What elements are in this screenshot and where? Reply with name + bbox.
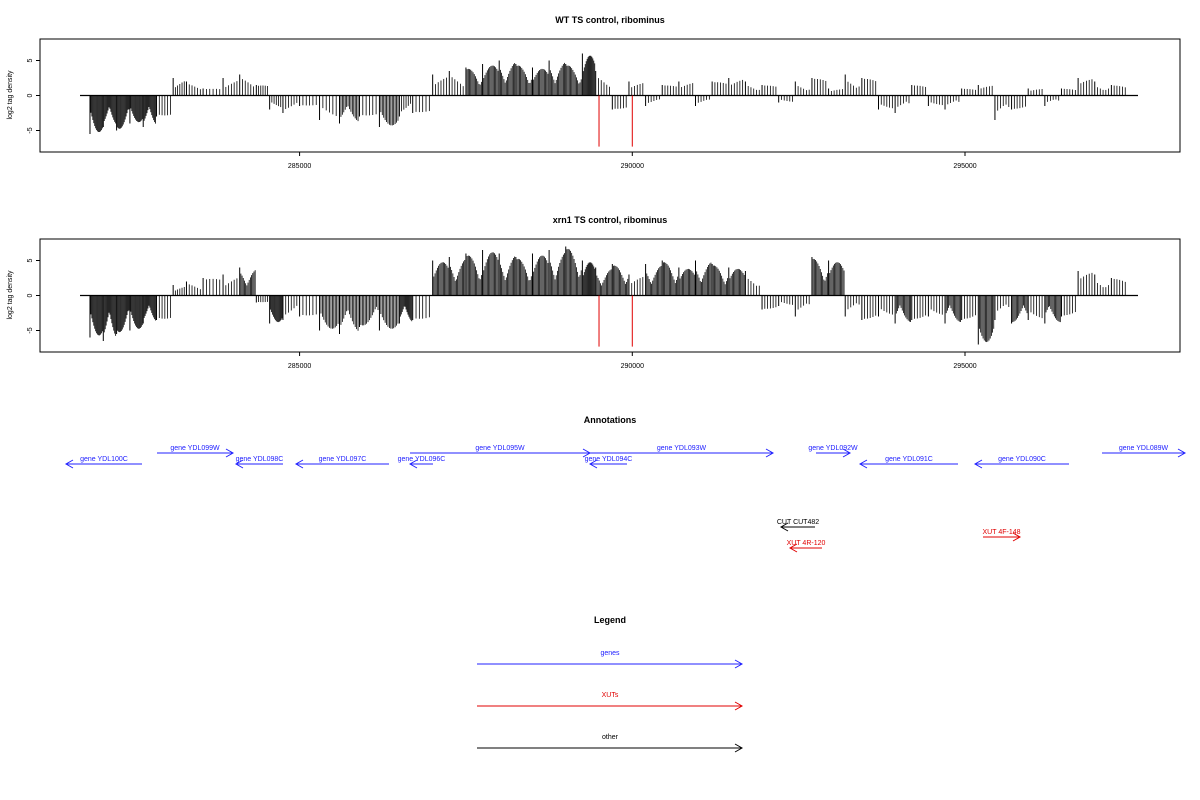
- feature-annotation[interactable]: CUT CUT482: [777, 519, 819, 532]
- legend-arrow-head: [734, 659, 744, 669]
- x-tick-label: 290000: [621, 163, 644, 170]
- gene-annotation[interactable]: gene YDL097C: [294, 456, 389, 469]
- x-tick-label: 295000: [953, 363, 976, 370]
- gene-arrows: gene YDL100C gene YDL099W gene YDL098C gene…: [64, 445, 1187, 469]
- wt-track-axes: -5 0 5 285000 290000 295000: [27, 58, 977, 170]
- gene-label: gene YDL095W: [475, 445, 525, 452]
- gene-arrow-head: [858, 459, 868, 469]
- x-tick-label: 285000: [288, 363, 311, 370]
- gene-arrow-head: [408, 459, 418, 469]
- gene-arrow-head: [1177, 448, 1187, 458]
- wt-track-title: WT TS control, ribominus: [555, 15, 665, 25]
- feature-arrow-head: [788, 543, 798, 553]
- gene-arrow-head: [294, 459, 304, 469]
- gene-label: gene YDL093W: [657, 445, 707, 452]
- gene-label: gene YDL098C: [236, 456, 284, 463]
- gene-annotation[interactable]: gene YDL089W: [1102, 445, 1187, 458]
- gene-label: gene YDL097C: [319, 456, 367, 463]
- gene-annotation[interactable]: gene YDL094C: [585, 456, 633, 469]
- gene-annotation[interactable]: gene YDL092W: [808, 445, 858, 458]
- feature-annotation[interactable]: XUT 4R-120: [787, 540, 826, 553]
- gene-arrow-head: [973, 459, 983, 469]
- feature-label: XUT 4F-148: [983, 529, 1021, 536]
- gene-arrow-head: [225, 448, 235, 458]
- y-tick-label: 0: [27, 93, 34, 97]
- xrn1-track-ylabel: log2 tag density: [7, 270, 14, 320]
- gene-annotation[interactable]: gene YDL096C: [398, 456, 446, 469]
- gene-annotation[interactable]: gene YDL099W: [157, 445, 235, 458]
- gene-annotation[interactable]: gene YDL100C: [64, 456, 142, 469]
- legend-label: XUTs: [602, 692, 619, 699]
- x-tick-label: 290000: [621, 363, 644, 370]
- gene-label: gene YDL099W: [170, 445, 220, 452]
- feature-label: XUT 4R-120: [787, 540, 826, 547]
- gene-arrow-head: [588, 459, 598, 469]
- y-tick-label: 5: [27, 58, 34, 62]
- gene-arrow-head: [765, 448, 775, 458]
- y-tick-label: -5: [27, 327, 34, 333]
- annotations-title: Annotations: [584, 415, 637, 425]
- feature-arrow-head: [779, 522, 789, 532]
- feature-arrow-head: [1012, 532, 1022, 542]
- gene-label: gene YDL091C: [885, 456, 933, 463]
- wt-track-panel: WT TS control, ribominus log2 tag densit…: [7, 15, 1181, 170]
- xrn1-track-title: xrn1 TS control, ribominus: [553, 215, 668, 225]
- gene-annotation[interactable]: gene YDL098C: [234, 456, 284, 469]
- feature-label: CUT CUT482: [777, 519, 819, 526]
- other-arrows: CUT CUT482 XUT 4R-120 XUT 4F-148: [777, 519, 1022, 553]
- x-tick-label: 295000: [953, 163, 976, 170]
- xrn1-track-panel: xrn1 TS control, ribominus log2 tag dens…: [7, 215, 1181, 370]
- gene-annotation[interactable]: gene YDL093W: [590, 445, 775, 458]
- xrn1-track-axes: -5 0 5 285000 290000 295000: [27, 258, 977, 370]
- y-tick-label: 0: [27, 293, 34, 297]
- gene-label: gene YDL096C: [398, 456, 446, 463]
- legend-label: genes: [600, 650, 620, 657]
- legend-arrow-head: [734, 743, 744, 753]
- legend-items: genes XUTs other: [477, 650, 744, 753]
- gene-annotation[interactable]: gene YDL090C: [973, 456, 1069, 469]
- legend-item: XUTs: [477, 692, 744, 711]
- gene-label: gene YDL089W: [1119, 445, 1169, 452]
- gene-label: gene YDL100C: [80, 456, 128, 463]
- y-tick-label: -5: [27, 127, 34, 133]
- legend-label: other: [602, 734, 619, 741]
- wt-track-bars: [80, 53, 1138, 147]
- gene-arrow-head: [64, 459, 74, 469]
- x-tick-label: 285000: [288, 163, 311, 170]
- legend-title: Legend: [594, 615, 626, 625]
- gene-label: gene YDL092W: [808, 445, 858, 452]
- gene-label: gene YDL090C: [998, 456, 1046, 463]
- legend-item: genes: [477, 650, 744, 669]
- legend: Legend genes XUTs other: [477, 615, 744, 753]
- wt-track-ylabel: log2 tag density: [7, 70, 14, 120]
- gene-label: gene YDL094C: [585, 456, 633, 463]
- gene-arrow-head: [842, 448, 852, 458]
- legend-item: other: [477, 734, 744, 753]
- legend-arrow-head: [734, 701, 744, 711]
- gene-annotation[interactable]: gene YDL091C: [858, 456, 958, 469]
- y-tick-label: 5: [27, 258, 34, 262]
- xrn1-track-bars: [80, 246, 1138, 347]
- gene-arrow-head: [234, 459, 244, 469]
- feature-annotation[interactable]: XUT 4F-148: [983, 529, 1022, 542]
